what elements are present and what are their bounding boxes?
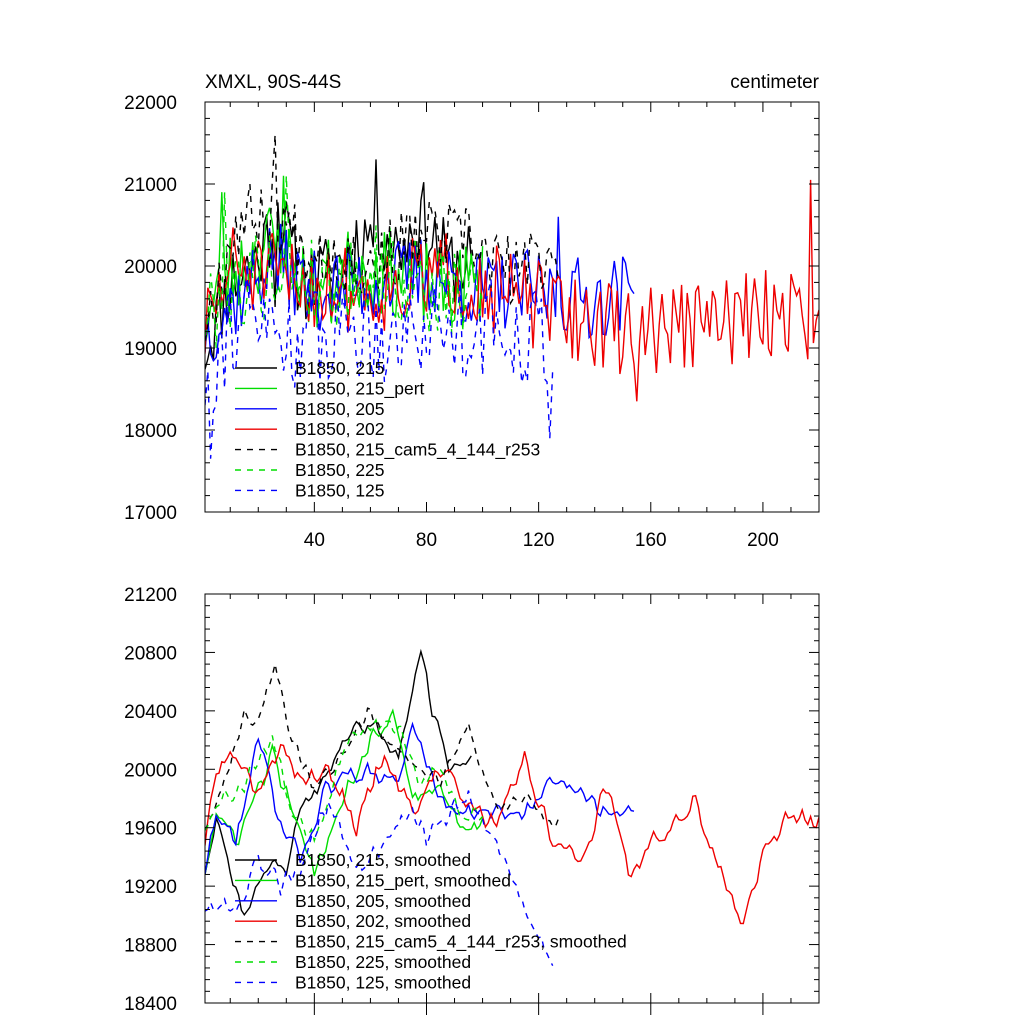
- legend-label-4: B1850, 215_cam5_4_144_r253: [295, 440, 540, 461]
- y-tick-label: 20000: [124, 257, 177, 278]
- series-line-1: [205, 708, 484, 877]
- series-line-4: [205, 663, 559, 831]
- legend-label-6: B1850, 125, smoothed: [295, 972, 471, 992]
- y-tick-label: 21000: [124, 175, 177, 196]
- legend-label-0: B1850, 215, smoothed: [295, 850, 471, 870]
- legend-label-1: B1850, 215_pert, smoothed: [295, 870, 511, 891]
- legend-label-4: B1850, 215_cam5_4_144_r253, smoothed: [295, 932, 627, 953]
- units-label: centimeter: [730, 72, 819, 93]
- x-tick-label: 120: [523, 530, 555, 551]
- series-group: [205, 648, 819, 967]
- x-tick-label: 160: [635, 530, 667, 551]
- y-tick-label: 19600: [124, 819, 177, 840]
- legend-label-2: B1850, 205: [295, 399, 385, 419]
- y-tick-label: 20400: [124, 702, 177, 723]
- top-panel: 17000 18000 19000 20000 21000 22000 40 80 120 160…: [124, 93, 820, 551]
- legend-label-5: B1850, 225: [295, 460, 385, 480]
- y-tick-label: 18000: [124, 421, 177, 442]
- y-tick-label: 18400: [124, 994, 177, 1015]
- y-tick-label: 21200: [124, 585, 177, 606]
- legend-label-1: B1850, 215_pert: [295, 378, 425, 399]
- legend-label-3: B1850, 202: [295, 419, 385, 439]
- series-line-3: [205, 743, 819, 925]
- series-line-0: [205, 648, 472, 917]
- y-tick-label: 20800: [124, 643, 177, 664]
- plot-frame: [204, 101, 820, 513]
- series-line-2: [205, 216, 635, 363]
- x-tick-label: 40: [304, 530, 325, 551]
- series-line-5: [205, 175, 484, 348]
- bottom-panel: 18400 18800 19200 19600 20000 20400 20800 21200…: [124, 585, 820, 1015]
- y-tick-label: 19200: [124, 877, 177, 898]
- y-tick-label: 17000: [124, 503, 177, 524]
- legend-label-3: B1850, 202, smoothed: [295, 911, 471, 931]
- x-tick-label: 80: [416, 530, 437, 551]
- plot-frame: [204, 593, 820, 1004]
- series-line-6: [205, 790, 554, 967]
- y-tick-label: 18800: [124, 936, 177, 957]
- chart-title: XMXL, 90S-44S: [205, 72, 341, 93]
- x-tick-label: 200: [747, 530, 779, 551]
- legend-label-6: B1850, 125: [295, 480, 385, 500]
- series-line-4: [205, 134, 559, 342]
- y-tick-label: 20000: [124, 760, 177, 781]
- series-group: [205, 134, 819, 459]
- legend-label-5: B1850, 225, smoothed: [295, 952, 471, 972]
- legend-label-0: B1850, 215: [295, 358, 385, 378]
- y-tick-label: 22000: [124, 93, 177, 114]
- legend-label-2: B1850, 205, smoothed: [295, 891, 471, 911]
- series-line-5: [205, 718, 484, 844]
- series-line-2: [205, 721, 635, 875]
- y-tick-label: 19000: [124, 339, 177, 360]
